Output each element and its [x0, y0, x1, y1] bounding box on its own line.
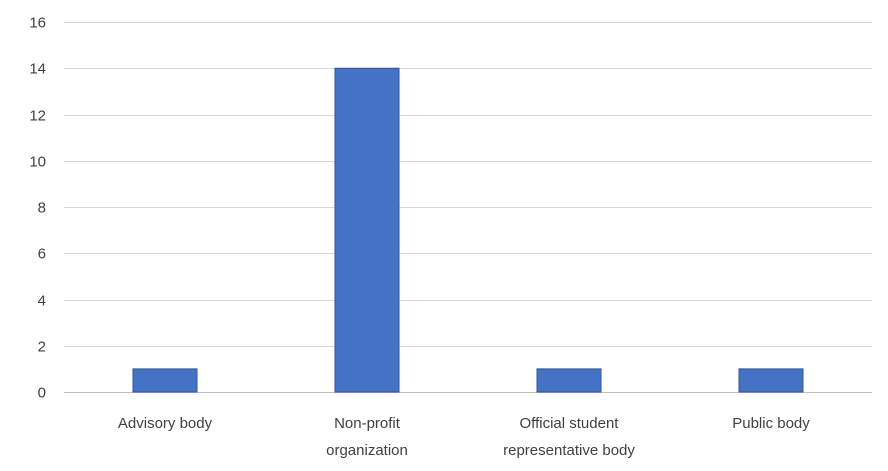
x-category-label-0: Advisory body [118, 415, 213, 432]
y-tick-label-8: 8 [38, 200, 46, 217]
x-category-label-3: Public body [732, 415, 810, 432]
y-tick-label-12: 12 [29, 108, 46, 125]
x-category-label-1: Non-profit organization [326, 415, 408, 459]
x-category-label-line: Advisory body [118, 415, 213, 432]
bars [132, 67, 804, 393]
x-category-label-line: Official student [520, 415, 620, 432]
y-tick-label-6: 6 [38, 246, 46, 263]
y-tick-label-14: 14 [29, 61, 46, 78]
x-category-label-2: Official student representative body [503, 415, 635, 459]
y-tick-label-4: 4 [38, 293, 46, 310]
x-category-label-line: Public body [732, 415, 810, 432]
x-category-label-line: representative body [503, 442, 635, 459]
y-tick-label-10: 10 [29, 154, 46, 171]
bar-0 [132, 368, 198, 393]
x-category-label-line: Non-profit [334, 415, 401, 432]
y-tick-label-0: 0 [38, 385, 46, 402]
bar-3 [738, 368, 804, 393]
gridlines [64, 22, 872, 393]
y-tick-label-2: 2 [38, 339, 46, 356]
bar-1 [334, 67, 400, 393]
y-tick-label-16: 16 [29, 15, 46, 32]
x-axis-labels: Advisory body Non-profit organization Offic… [118, 415, 810, 459]
x-category-label-line: organization [326, 442, 408, 459]
y-axis-ticks: 0 2 4 6 8 10 12 14 16 [29, 15, 46, 402]
bar-2 [536, 368, 602, 393]
